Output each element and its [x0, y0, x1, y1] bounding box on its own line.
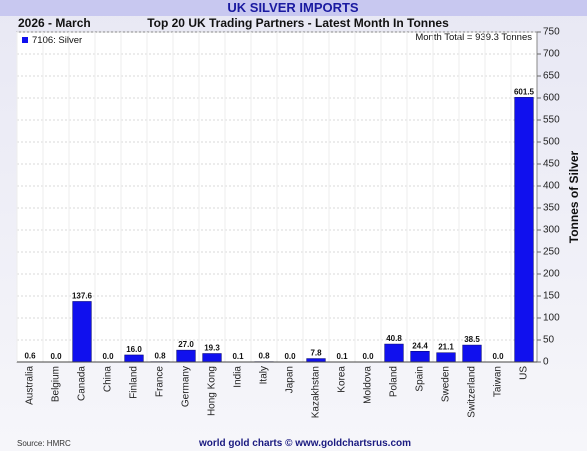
y-tick-label: 150 [543, 291, 560, 302]
value-label: 0.8 [258, 352, 270, 361]
chart-title: UK SILVER IMPORTS [227, 0, 359, 15]
value-label: 137.6 [72, 291, 93, 300]
x-tick-label: Belgium [51, 366, 62, 402]
value-label: 0.0 [284, 352, 296, 361]
value-label: 0.8 [154, 352, 166, 361]
value-label: 0.1 [232, 352, 244, 361]
bar [124, 354, 144, 363]
value-label: 24.4 [412, 341, 428, 350]
x-tick-label: Sweden [441, 366, 452, 402]
y-tick-label: 500 [543, 137, 560, 148]
x-tick-label: India [233, 366, 244, 388]
x-tick-label: Germany [181, 366, 192, 407]
x-tick-label: Poland [389, 366, 400, 397]
value-label: 0.0 [362, 352, 374, 361]
period: 2026 - March [18, 16, 91, 30]
value-label: 19.3 [204, 344, 220, 353]
y-tick-label: 50 [543, 335, 555, 346]
y-tick-label: 700 [543, 49, 560, 60]
bar [384, 343, 404, 363]
x-tick-label: Korea [337, 366, 348, 393]
value-label: 16.0 [126, 345, 142, 354]
x-tick-label: Australia [25, 366, 36, 405]
x-tick-label: Spain [415, 366, 426, 392]
x-tick-label: Japan [285, 366, 296, 393]
bar [410, 351, 430, 363]
title-bar [0, 0, 587, 16]
x-tick-label: Canada [77, 366, 88, 401]
x-tick-label: Switzerland [467, 366, 478, 418]
bar [462, 344, 482, 363]
bar [514, 97, 534, 363]
source: Source: HMRC [17, 439, 71, 448]
subtitle: Top 20 UK Trading Partners - Latest Mont… [147, 16, 449, 30]
value-label: 0.0 [492, 352, 504, 361]
y-axis-label: Tonnes of Silver [567, 150, 581, 243]
x-tick-label: Hong Kong [207, 366, 218, 416]
value-label: 601.5 [514, 87, 535, 96]
value-label: 0.0 [102, 352, 114, 361]
x-tick-label: US [519, 366, 530, 380]
value-label: 0.1 [336, 352, 348, 361]
value-label: 38.5 [464, 335, 480, 344]
y-tick-label: 450 [543, 159, 560, 170]
bar [176, 349, 196, 363]
x-tick-label: Italy [259, 366, 270, 384]
value-label: 21.1 [438, 343, 454, 352]
y-tick-label: 550 [543, 115, 560, 126]
value-label: 40.8 [386, 334, 402, 343]
x-tick-label: Moldova [363, 366, 374, 404]
y-tick-label: 200 [543, 269, 560, 280]
x-tick-label: France [155, 366, 166, 398]
x-tick-label: Kazakhstan [311, 366, 322, 418]
credit: world gold charts © www.goldchartsrus.co… [198, 438, 411, 449]
y-tick-label: 100 [543, 313, 560, 324]
legend-label: 7106: Silver [32, 35, 82, 46]
value-label: 7.8 [310, 349, 322, 358]
y-tick-label: 250 [543, 247, 560, 258]
y-tick-label: 0 [543, 357, 549, 368]
bar [202, 353, 222, 363]
y-tick-label: 400 [543, 181, 560, 192]
x-tick-label: Taiwan [493, 366, 504, 397]
legend-swatch [22, 37, 28, 43]
bar [306, 358, 326, 363]
bar [436, 352, 456, 363]
annotation: Month Total = 939.3 Tonnes [415, 32, 532, 43]
value-label: 0.0 [50, 352, 62, 361]
x-tick-label: Finland [129, 366, 140, 399]
y-tick-label: 300 [543, 225, 560, 236]
y-tick-label: 350 [543, 203, 560, 214]
bar [72, 301, 92, 363]
y-tick-label: 750 [543, 27, 560, 38]
y-tick-label: 650 [543, 71, 560, 82]
y-tick-label: 600 [543, 93, 560, 104]
value-label: 0.6 [24, 352, 36, 361]
value-label: 27.0 [178, 340, 194, 349]
x-tick-label: China [103, 366, 114, 393]
